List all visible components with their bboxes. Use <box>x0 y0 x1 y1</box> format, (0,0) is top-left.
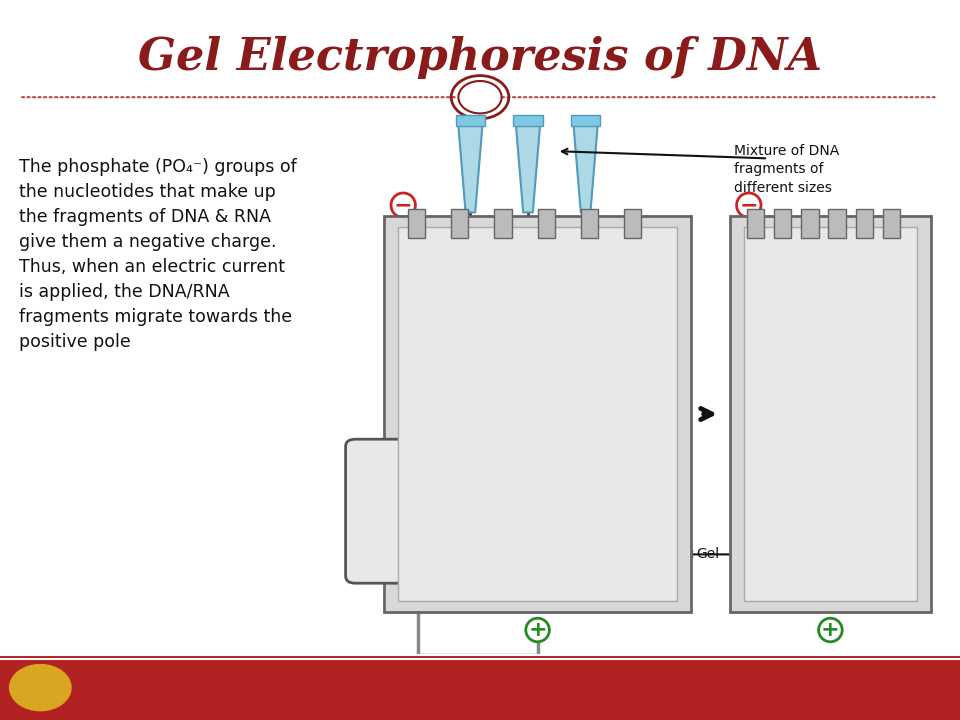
Text: −: − <box>394 195 413 215</box>
Text: The phosphate (PO₄⁻) groups of
the nucleotides that make up
the fragments of DNA: The phosphate (PO₄⁻) groups of the nucle… <box>19 158 297 351</box>
Polygon shape <box>516 126 540 212</box>
Text: +: + <box>528 620 547 640</box>
Text: Gel Electrophoresis of DNA: Gel Electrophoresis of DNA <box>138 36 822 79</box>
Polygon shape <box>459 126 482 212</box>
Text: +: + <box>821 620 840 640</box>
Polygon shape <box>574 126 597 212</box>
Text: +: + <box>408 584 427 604</box>
Text: BIOTEKS: BIOTEKS <box>86 678 194 698</box>
Text: Gel: Gel <box>696 547 719 562</box>
Text: −: − <box>739 195 758 215</box>
Text: Power
source: Power source <box>395 495 441 527</box>
Text: Mixture of DNA
fragments of
different sizes: Mixture of DNA fragments of different si… <box>734 144 840 195</box>
